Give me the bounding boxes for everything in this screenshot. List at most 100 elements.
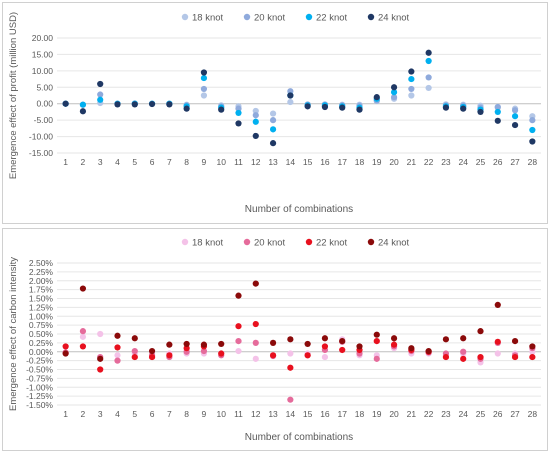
carbon-point-s3-28 (529, 343, 536, 350)
profit-point-s3-2 (79, 108, 87, 115)
profit-point-s1-9 (200, 85, 208, 93)
carbon-point-s2-7 (166, 352, 173, 359)
profit-xtick-label: 10 (216, 157, 226, 167)
carbon-point-s2-6 (148, 353, 156, 361)
profit-point-s3-19 (373, 94, 380, 101)
carbon-point-s2-10 (218, 350, 225, 357)
profit-legend-label-0: 18 knot (192, 13, 224, 24)
carbon-point-s3-6 (148, 347, 156, 355)
carbon-point-s3-20 (390, 335, 398, 342)
carbon-xtick-label: 23 (441, 409, 451, 419)
carbon-xtick-label: 14 (286, 409, 296, 419)
profit-point-s0-12 (252, 107, 259, 115)
carbon-xtick-label: 18 (355, 409, 365, 419)
carbon-ytick-label: 1.75% (29, 285, 54, 295)
carbon-ytick-label: 1.50% (29, 294, 54, 304)
profit-xtick-label: 5 (132, 157, 137, 167)
carbon-point-s1-11 (235, 338, 242, 345)
carbon-point-s2-26 (494, 338, 501, 345)
profit-xtick-label: 20 (389, 157, 399, 167)
profit-legend-label-1: 20 knot (254, 13, 286, 24)
carbon-point-s3-10 (218, 340, 225, 348)
carbon-point-s3-22 (425, 347, 432, 355)
carbon-xtick-label: 25 (476, 409, 486, 419)
carbon-xtick-label: 10 (216, 409, 226, 419)
profit-point-s1-11 (235, 105, 242, 112)
carbon-point-s2-28 (529, 353, 536, 361)
profit-xtick-label: 8 (184, 157, 189, 167)
carbon-point-s1-4 (114, 357, 121, 364)
profit-chart: 18 knot 20 knot 22 knot 24 knot -15.00 -10.00… (8, 12, 541, 215)
profit-legend-label-3: 24 knot (378, 13, 410, 24)
carbon-point-s0-3 (97, 330, 104, 338)
carbon-point-s3-11 (235, 292, 242, 299)
carbon-ytick-label: 0.50% (29, 329, 54, 339)
profit-xtick-label: 27 (510, 157, 520, 167)
carbon-xtick-label: 2 (81, 409, 86, 419)
carbon-point-s0-2 (79, 333, 87, 340)
carbon-xtick-label: 17 (337, 409, 347, 419)
carbon-chart-panel: 18 knot 20 knot 22 knot 24 knot -1.50% -1.25%… (2, 228, 548, 451)
profit-xtick-label: 28 (528, 157, 538, 167)
carbon-xtick-label: 24 (458, 409, 468, 419)
carbon-xtick-label: 11 (234, 409, 243, 419)
carbon-point-s2-14 (287, 364, 294, 371)
carbon-xtick-label: 7 (167, 409, 172, 419)
carbon-point-s2-13 (269, 352, 277, 359)
carbon-point-s1-14 (287, 396, 294, 403)
profit-ytick-label: -15.00 (29, 148, 53, 158)
profit-xtick-label: 18 (355, 157, 365, 167)
carbon-xtick-label: 26 (493, 409, 503, 419)
carbon-xtick-label: 6 (150, 409, 155, 419)
profit-point-s2-22 (425, 57, 432, 65)
profit-ytick-label: 10.00 (32, 66, 54, 76)
profit-legend-marker-1 (243, 13, 251, 21)
profit-point-s0-22 (425, 84, 432, 92)
profit-point-s3-27 (511, 121, 519, 129)
profit-xtick-label: 16 (320, 157, 330, 167)
carbon-ytick-label: 0.75% (29, 320, 54, 330)
carbon-point-s1-2 (79, 328, 87, 335)
carbon-point-s0-26 (494, 350, 501, 357)
carbon-ytick-label: 1.00% (29, 311, 54, 321)
carbon-point-s1-5 (131, 347, 138, 355)
carbon-point-s3-24 (460, 335, 467, 342)
carbon-ytick-label: 2.00% (29, 276, 54, 286)
profit-ytick-label: 20.00 (32, 33, 54, 43)
carbon-point-s2-12 (252, 320, 259, 328)
profit-point-s3-25 (477, 108, 484, 116)
profit-point-s3-24 (460, 105, 467, 112)
profit-point-s3-1 (62, 100, 69, 107)
carbon-point-s1-19 (373, 355, 380, 362)
carbon-point-s0-16 (321, 353, 329, 361)
carbon-chart: 18 knot 20 knot 22 knot 24 knot -1.50%-1.25%… (8, 238, 541, 443)
carbon-point-s3-14 (287, 336, 294, 343)
carbon-ytick-label: -1.50% (26, 400, 53, 410)
profit-point-s3-14 (287, 92, 294, 99)
carbon-xtick-label: 15 (303, 409, 313, 419)
profit-point-s3-9 (200, 69, 208, 76)
profit-point-s3-15 (304, 103, 311, 110)
profit-point-s1-3 (97, 91, 104, 98)
profit-point-s3-3 (97, 80, 104, 88)
profit-xtick-label: 2 (81, 157, 86, 167)
carbon-point-s2-5 (131, 353, 138, 361)
profit-chart-panel: 18 knot 20 knot 22 knot 24 knot -15.00 -10.00… (2, 2, 548, 224)
carbon-point-s3-21 (408, 345, 415, 352)
carbon-legend-label-1: 20 knot (254, 238, 286, 249)
carbon-point-s1-24 (460, 348, 467, 355)
carbon-point-s3-18 (356, 343, 363, 350)
carbon-ytick-label: -0.25% (26, 356, 53, 366)
carbon-point-s2-1 (62, 343, 69, 350)
profit-ytick-label: 0.00 (36, 99, 53, 109)
carbon-xtick-label: 5 (132, 409, 137, 419)
profit-legend-marker-2 (305, 13, 313, 21)
profit-point-s3-17 (339, 104, 346, 111)
carbon-point-s2-24 (460, 355, 467, 362)
profit-point-s3-20 (390, 84, 398, 91)
profit-yaxis-label: Emergence effect of profit (million USD) (8, 12, 19, 179)
carbon-xtick-label: 21 (407, 409, 417, 419)
profit-point-s2-28 (529, 126, 536, 134)
carbon-point-s3-3 (97, 355, 104, 362)
carbon-point-s3-19 (373, 331, 380, 338)
